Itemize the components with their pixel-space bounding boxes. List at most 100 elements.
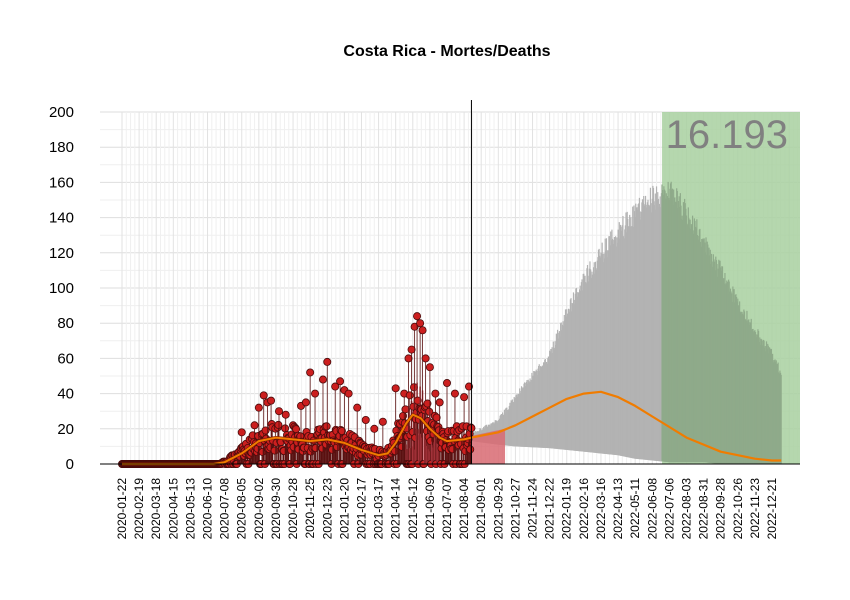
- x-tick-label: 2021-10-27: [508, 478, 522, 540]
- x-tick-label: 2022-03-16: [594, 478, 608, 540]
- observed-point: [391, 384, 400, 393]
- x-tick-label: 2020-04-15: [166, 478, 180, 540]
- x-tick-label: 2021-09-29: [491, 478, 505, 540]
- observed-point: [250, 421, 259, 430]
- x-tick-label: 2020-03-18: [149, 478, 163, 540]
- short-forecast-band: [471, 428, 506, 464]
- x-tick-label: 2022-09-28: [714, 478, 728, 540]
- x-tick-label: 2022-05-11: [628, 478, 642, 539]
- x-tick-label: 2021-02-17: [354, 478, 368, 540]
- observed-series: [118, 312, 476, 468]
- observed-point: [254, 403, 263, 412]
- x-tick-label: 2022-04-13: [611, 478, 625, 540]
- observed-point: [464, 382, 473, 391]
- observed-point: [370, 424, 379, 433]
- chart-title: Costa Rica - Mortes/Deaths: [343, 43, 550, 60]
- observed-point: [281, 410, 290, 419]
- y-tick-label: 80: [57, 315, 74, 332]
- x-tick-label: 2020-06-10: [201, 478, 215, 540]
- x-tick-label: 2021-03-17: [372, 478, 386, 540]
- x-tick-label: 2021-07-07: [440, 478, 454, 540]
- observed-point: [274, 420, 283, 429]
- observed-point: [301, 398, 310, 407]
- x-tick-label: 2022-08-03: [679, 478, 693, 540]
- projection-trend-line: [471, 390, 782, 462]
- observed-point: [423, 399, 432, 408]
- x-tick-label: 2022-07-06: [662, 478, 676, 540]
- observed-point: [275, 407, 284, 416]
- x-tick-label: 2020-07-08: [218, 478, 232, 540]
- observed-point: [466, 445, 475, 454]
- y-tick-label: 40: [57, 386, 74, 403]
- x-tick-label: 2021-08-04: [457, 478, 471, 540]
- observed-point: [418, 326, 427, 335]
- observed-point: [281, 424, 290, 433]
- y-tick-label: 0: [66, 456, 74, 473]
- x-tick-label: 2020-09-02: [252, 478, 266, 540]
- observed-point: [413, 312, 422, 321]
- y-tick-label: 20: [57, 421, 74, 438]
- axes: [100, 100, 800, 465]
- observed-point: [353, 403, 362, 412]
- x-tick-label: 2022-06-08: [645, 478, 659, 540]
- y-axis-ticks: 0 20 40 60 80 100 120 140 160 180 200: [49, 104, 74, 473]
- x-tick-label: 2020-10-28: [286, 478, 300, 540]
- y-tick-label: 60: [57, 350, 74, 367]
- observed-point: [306, 368, 315, 377]
- x-tick-label: 2021-12-22: [543, 478, 557, 540]
- observed-point: [450, 389, 459, 398]
- x-tick-label: 2021-05-12: [406, 478, 420, 540]
- observed-point: [292, 425, 301, 434]
- observed-point: [337, 427, 346, 436]
- x-axis-ticks: 2020-01-22 2020-02-19 2020-03-18 2020-04-15…: [115, 478, 779, 540]
- observed-point: [425, 363, 434, 372]
- x-tick-label: 2022-12-21: [765, 478, 779, 540]
- observed-point: [435, 398, 444, 407]
- x-tick-label: 2022-10-26: [731, 478, 745, 540]
- observed-point: [259, 391, 268, 400]
- observed-point: [416, 319, 425, 328]
- y-tick-label: 180: [49, 139, 74, 156]
- x-tick-label: 2021-11-24: [526, 478, 540, 539]
- observed-point: [460, 393, 469, 402]
- x-tick-label: 2020-12-23: [320, 478, 334, 540]
- trend-lines: [122, 390, 782, 466]
- observed-point: [442, 379, 451, 388]
- observed-point: [431, 389, 440, 398]
- y-tick-label: 160: [49, 174, 74, 191]
- x-tick-label: 2020-02-19: [132, 478, 146, 540]
- y-tick-label: 140: [49, 210, 74, 227]
- observed-point: [261, 426, 270, 435]
- y-tick-label: 120: [49, 245, 74, 262]
- x-tick-label: 2022-11-23: [748, 478, 762, 539]
- observed-trend-line: [122, 413, 472, 465]
- observed-point: [404, 354, 413, 363]
- x-tick-label: 2021-06-09: [423, 478, 437, 540]
- x-tick-label: 2020-08-05: [235, 478, 249, 540]
- y-tick-label: 200: [49, 104, 74, 121]
- observed-point: [311, 389, 320, 398]
- observed-point: [270, 446, 279, 455]
- observed-point: [336, 377, 345, 386]
- x-tick-label: 2021-09-01: [474, 478, 488, 540]
- x-tick-label: 2021-01-20: [337, 478, 351, 540]
- observed-point: [344, 389, 353, 398]
- y-tick-label: 100: [49, 280, 74, 297]
- x-tick-label: 2020-09-30: [269, 478, 283, 540]
- observed-point: [318, 375, 327, 384]
- observed-point: [361, 415, 370, 424]
- observed-point: [267, 396, 276, 405]
- x-tick-label: 2022-08-31: [697, 478, 711, 540]
- total-deaths-label: 16.193: [666, 113, 788, 157]
- observed-point: [405, 391, 414, 400]
- observed-point: [432, 413, 441, 422]
- observed-point: [421, 354, 430, 363]
- observed-point: [237, 428, 246, 437]
- x-tick-label: 2021-04-14: [389, 478, 403, 540]
- observed-point: [378, 417, 387, 426]
- observed-point: [331, 382, 340, 391]
- x-tick-label: 2020-01-22: [115, 478, 129, 540]
- x-tick-label: 2020-05-13: [183, 478, 197, 540]
- observed-point: [407, 345, 416, 354]
